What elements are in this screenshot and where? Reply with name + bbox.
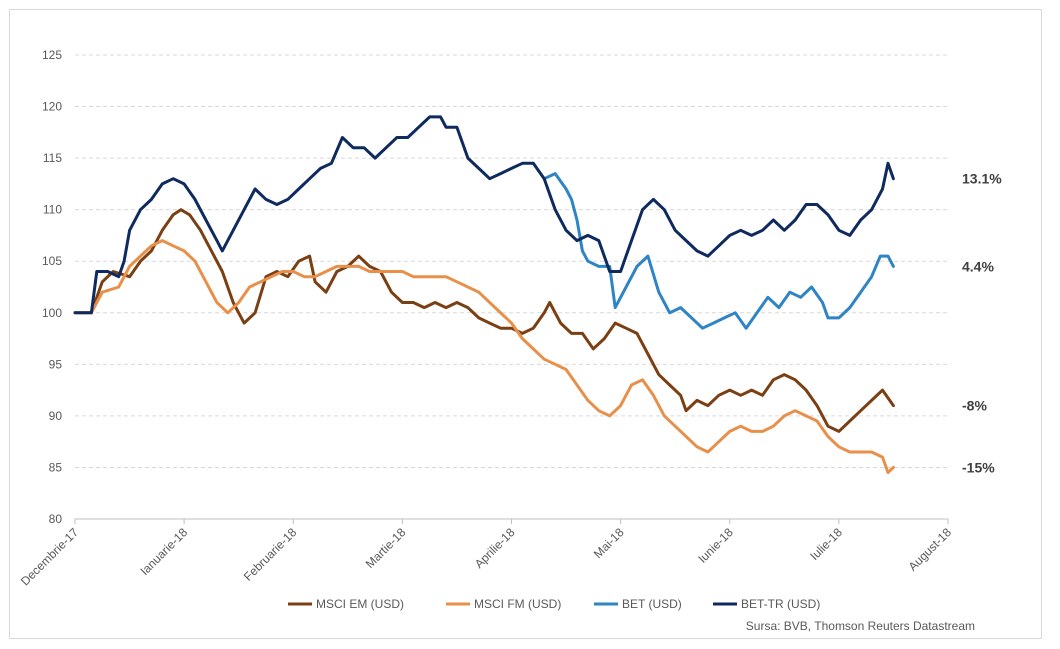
x-tick-label: Martie-18 (363, 525, 409, 571)
series-line-bet-usd (542, 172, 895, 330)
y-tick-label: 105 (42, 254, 62, 268)
y-tick-label: 120 (42, 100, 62, 114)
y-tick-label: 115 (43, 151, 62, 165)
y-tick-label: 125 (42, 48, 62, 62)
x-tick-label: Iulie-18 (807, 525, 845, 563)
series-line-msci-fm-usd (73, 239, 895, 475)
end-label: 13.1% (962, 171, 1002, 187)
x-tick-label: August-18 (906, 525, 955, 574)
y-tick-label: 95 (49, 357, 63, 371)
chart-frame (9, 9, 1042, 639)
x-tick-label: Mai-18 (591, 525, 627, 561)
end-label: -15% (962, 459, 995, 475)
legend-label: BET (USD) (622, 597, 682, 611)
series-lines (73, 115, 895, 475)
series-line-msci-em-usd (73, 208, 895, 433)
y-tick-label: 100 (42, 306, 62, 320)
y-tick-label: 85 (49, 460, 63, 474)
end-label: 4.4% (962, 258, 994, 274)
y-axis-ticks: 80 85 90 95 100 105 110 115 120 125 (42, 48, 62, 526)
legend: MSCI EM (USD) MSCI FM (USD) BET (USD) BET-T… (288, 597, 820, 611)
legend-label: MSCI EM (USD) (316, 597, 404, 611)
source-note: Sursa: BVB, Thomson Reuters Datastream (746, 619, 975, 633)
x-tick-label: Ianuarie-18 (137, 525, 190, 578)
end-label: -8% (962, 398, 987, 414)
x-tick-label: Aprilie-18 (472, 525, 518, 571)
y-tick-label: 90 (49, 409, 63, 423)
end-labels: -8% -15% 4.4% 13.1% (962, 171, 1002, 476)
x-tick-label: Decembrie-17 (18, 525, 81, 588)
legend-label: BET-TR (USD) (741, 597, 820, 611)
y-tick-label: 110 (43, 203, 62, 217)
y-tick-label: 80 (49, 512, 63, 526)
x-tick-label: Iunie-18 (695, 525, 736, 566)
x-tick-label: Februarie-18 (241, 525, 300, 584)
x-axis-ticks: Decembrie-17 Ianuarie-18 Februarie-18 Marti… (18, 519, 954, 588)
legend-label: MSCI FM (USD) (474, 597, 561, 611)
gridlines (75, 54, 948, 468)
series-line-bet-tr-usd (73, 115, 895, 315)
